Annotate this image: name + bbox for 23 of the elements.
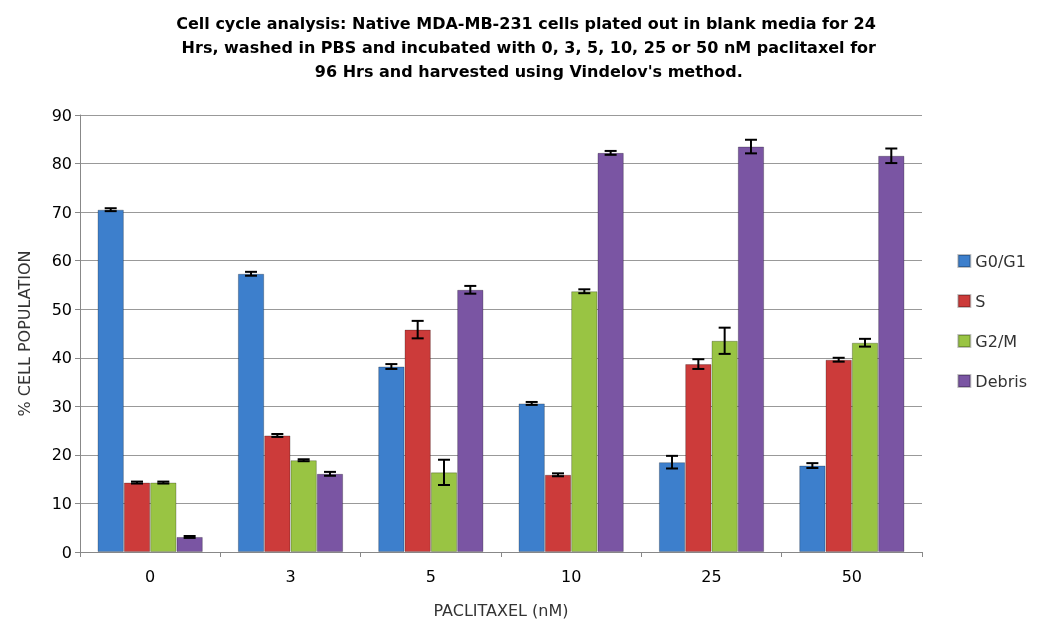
- x-tick-label: 50: [841, 566, 863, 586]
- legend-label: S: [975, 291, 986, 311]
- legend-label: G2/M: [975, 331, 1018, 351]
- y-axis-title: % CELL POPULATION: [14, 250, 34, 417]
- legend-label: G0/G1: [975, 251, 1026, 271]
- x-tick-label: 0: [145, 566, 156, 586]
- x-axis-title: PACLITAXEL (nM): [433, 600, 569, 620]
- x-tick-label: 10: [560, 566, 582, 586]
- x-tick-label: 5: [425, 566, 436, 586]
- x-tick-label: 3: [285, 566, 296, 586]
- chart-title: Cell cycle analysis: Native MDA-MB-231 cells plated out in blank media for 24 Hrs, washed in PBS and incubated with 0, 3, 5, 10, 25 or 50 nM paclitaxel for 96 Hrs and harvested using Vindelov's method.: [176, 13, 877, 81]
- y-tick-label: 50: [51, 299, 72, 319]
- x-tick-label: 25: [701, 566, 722, 586]
- y-tick-label: 40: [51, 348, 72, 368]
- legend-label: Debris: [975, 371, 1028, 391]
- y-tick-label: 0: [61, 542, 72, 562]
- y-tick-label: 30: [51, 396, 72, 416]
- y-tick-label: 80: [51, 154, 72, 174]
- y-tick-label: 70: [51, 202, 72, 222]
- y-tick-label: 60: [51, 251, 72, 271]
- y-tick-label: 10: [51, 493, 72, 513]
- y-tick-label: 90: [51, 105, 72, 125]
- y-tick-label: 20: [51, 445, 72, 465]
